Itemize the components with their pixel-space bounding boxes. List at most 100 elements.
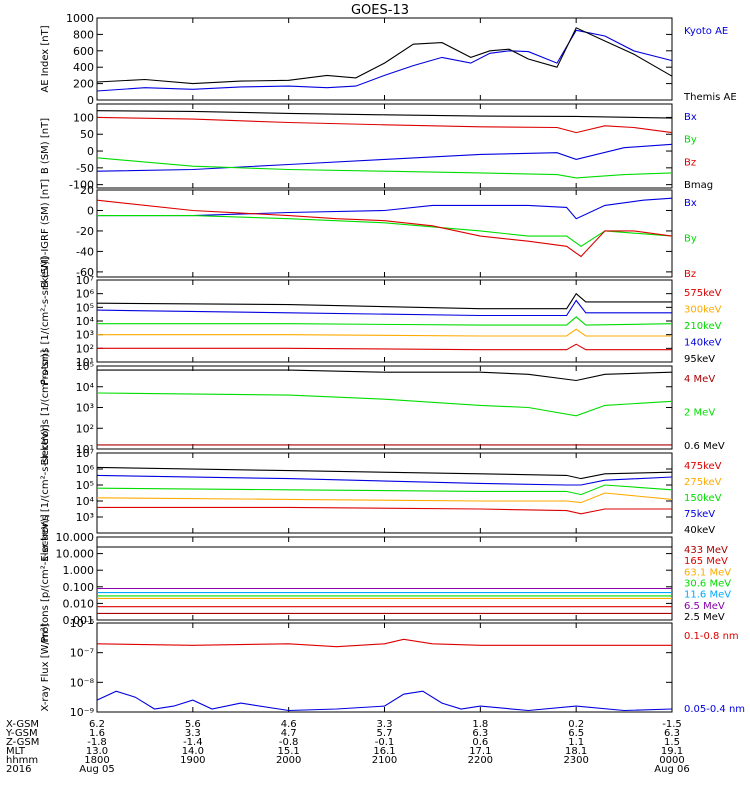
- x-axis-row-label: Z-GSM: [6, 737, 39, 748]
- series-line: [96, 474, 673, 486]
- x-axis-value: 18.1: [565, 746, 587, 757]
- y-tick-label: 10²: [76, 342, 94, 355]
- panel-frame: [96, 536, 673, 621]
- y-tick-label: 600: [73, 45, 94, 58]
- legend-label: Bz: [684, 157, 696, 168]
- y-axis-label: Protons [p/(cm²-s-sr-keV)]: [40, 514, 51, 642]
- legend-label: 475keV: [684, 461, 722, 472]
- y-tick-label: 20: [80, 184, 94, 197]
- figure-title: GOES-13: [351, 3, 409, 18]
- panel-1: 1000 800 600 400 200 0 AE Index [nT] Kyoto AE Th…: [40, 12, 737, 107]
- legend-label: 4 MeV: [684, 374, 715, 385]
- x-axis-value: 4.7: [281, 728, 297, 739]
- legend-label: 6.5 MeV: [684, 601, 725, 612]
- panel-frame: [96, 622, 673, 713]
- x-axis-value: 14.0: [182, 746, 204, 757]
- y-axis-label: X-ray Flux [W/m²]: [40, 623, 51, 711]
- legend-label: 150keV: [684, 493, 722, 504]
- y-tick-label: 0: [87, 145, 94, 158]
- legend-label: 2.5 MeV: [684, 612, 725, 623]
- y-axis-label: Electrons [1/(cm²-s-sr)]: [40, 350, 51, 466]
- x-axis-value: 1.8: [472, 719, 488, 730]
- legend-label: By: [684, 135, 697, 146]
- y-axis-label: B (SM)-IGRF (SM) [nT]: [40, 179, 51, 288]
- panel-frame: [96, 17, 673, 101]
- series-line: [97, 215, 673, 247]
- legend-label: 433 MeV: [684, 545, 728, 556]
- x-axis-row-label: 2016: [6, 764, 31, 775]
- y-tick-label: 10⁵: [76, 479, 94, 492]
- y-tick-label: -40: [76, 245, 94, 258]
- series-line: [96, 27, 673, 85]
- y-tick-label: 0.100: [63, 581, 95, 594]
- y-tick-label: 10⁴: [76, 381, 95, 394]
- series-line: [96, 638, 672, 648]
- panel-6: 10⁷ 10⁶ 10⁵ 10⁴ 10³ Electrons [1/(cm²-s-sr-ke…: [40, 424, 722, 561]
- x-axis-row-label: hhmm: [6, 755, 38, 766]
- x-axis-value: 1.5: [664, 737, 680, 748]
- legend-label: 75keV: [684, 509, 715, 520]
- legend-label: 0.05-0.4 nm: [684, 704, 745, 715]
- x-axis-value: -0.1: [375, 737, 395, 748]
- x-axis-value: 2200: [468, 755, 493, 766]
- series-line: [96, 292, 672, 310]
- legend-label: 0.6 MeV: [684, 441, 725, 452]
- y-axis-label: Electrons [1/(cm²-s-sr-keV)]: [40, 424, 51, 561]
- x-axis-value: 1.6: [89, 728, 105, 739]
- y-tick-label: 10¹: [76, 443, 94, 456]
- y-tick-label: 10³: [76, 511, 94, 524]
- x-axis-value: 3.3: [185, 728, 201, 739]
- x-axis-value: 6.5: [568, 728, 584, 739]
- x-axis-value: -1.4: [183, 737, 203, 748]
- legend-label: Bz: [684, 269, 696, 280]
- x-axis-value: 5.6: [185, 719, 201, 730]
- legend-label: 11.6 MeV: [684, 590, 731, 601]
- x-axis-value: 15.1: [278, 746, 300, 757]
- x-axis-value: 13.0: [86, 746, 108, 757]
- x-axis-value: 17.1: [469, 746, 491, 757]
- legend-label: Bmag: [684, 180, 713, 191]
- y-tick-label: 10⁻⁷: [70, 647, 94, 660]
- x-axis-row-label: Y-GSM: [5, 728, 38, 739]
- y-tick-label: 10³: [76, 402, 94, 415]
- y-axis-label: Protons [1/(cm²-s-sr-keV)]: [40, 257, 51, 385]
- series-line: [96, 690, 673, 712]
- y-tick-label: 10⁻⁸: [70, 676, 95, 689]
- legend-label: 210keV: [684, 321, 722, 332]
- y-tick-label: 1000: [66, 12, 94, 25]
- y-tick-label: 10²: [76, 422, 94, 435]
- legend-label: 0.1-0.8 nm: [684, 631, 739, 642]
- x-axis-row-label: X-GSM: [6, 719, 39, 730]
- y-tick-label: 10¹: [76, 356, 94, 369]
- legend-label: 140keV: [684, 338, 722, 349]
- x-axis-value: 2300: [563, 755, 588, 766]
- y-tick-label: 10⁻⁹: [70, 706, 94, 719]
- legend-label: 2 MeV: [684, 408, 715, 419]
- y-tick-label: -20: [76, 225, 94, 238]
- y-tick-label: 0.001: [63, 614, 95, 627]
- legend-label: Bx: [684, 198, 697, 209]
- legend-label: 30.6 MeV: [684, 579, 731, 590]
- x-axis-value: 0000: [659, 755, 684, 766]
- y-tick-label: -50: [76, 162, 94, 175]
- series-line: [97, 328, 672, 337]
- y-tick-label: 0: [87, 204, 94, 217]
- x-axis-value: 6.3: [664, 728, 680, 739]
- y-tick-label: 10⁶: [76, 463, 95, 476]
- legend-label: By: [684, 234, 697, 245]
- y-tick-label: 0: [87, 94, 94, 107]
- x-axis-value: 19.1: [661, 746, 683, 757]
- y-tick-label: 1.000: [63, 564, 95, 577]
- series-line: [97, 316, 673, 326]
- x-axis-table: X-GSM 6.2 5.6 4.6 3.3 1.8 0.2 -1.5 Y-GSM 1.6 3.3 4.…: [5, 719, 690, 775]
- legend-label: Bx: [684, 112, 697, 123]
- x-axis-value: 5.7: [377, 728, 393, 739]
- legend-label: 300keV: [684, 305, 722, 316]
- y-tick-label: 0.010: [63, 597, 95, 610]
- y-tick-label: 10⁴: [76, 495, 95, 508]
- x-axis-value: 1800: [84, 755, 109, 766]
- series-line: [96, 466, 673, 480]
- panel-8: 10⁻⁶ 10⁻⁷ 10⁻⁸ 10⁻⁹ X-ray Flux [W/m²] 0.1-0.8…: [40, 617, 745, 719]
- y-tick-label: 800: [73, 28, 94, 41]
